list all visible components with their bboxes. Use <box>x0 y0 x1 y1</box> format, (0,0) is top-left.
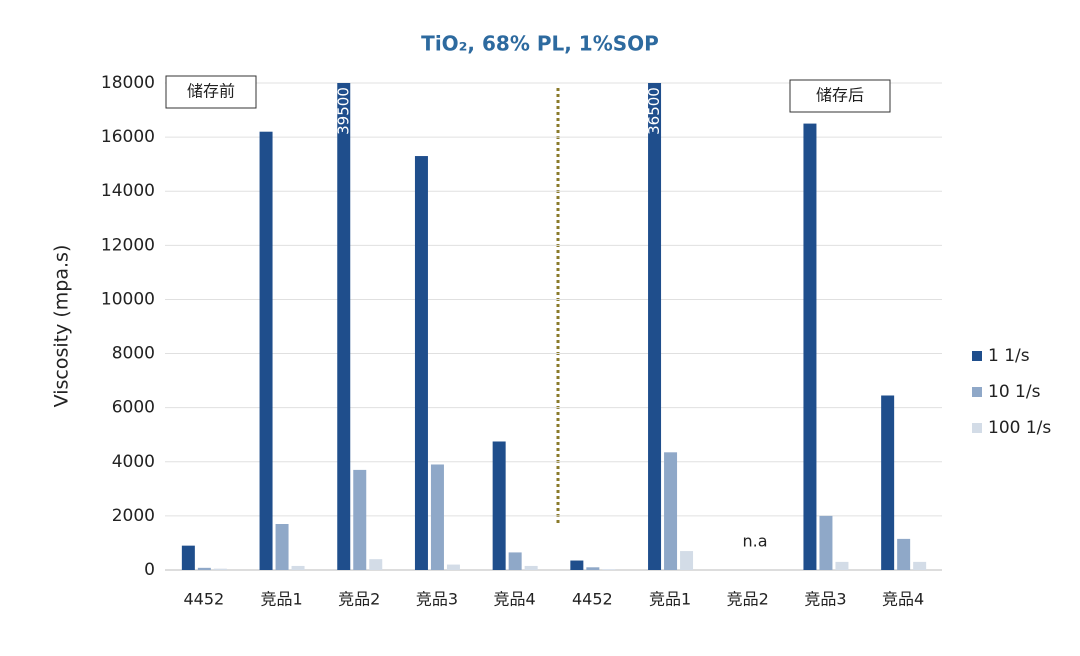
bar <box>369 559 383 570</box>
bar <box>680 551 694 570</box>
annotation-box <box>165 75 257 109</box>
bar <box>414 156 428 571</box>
bar <box>213 568 227 570</box>
bar <box>602 569 616 570</box>
bar <box>803 123 817 570</box>
y-tick-label: 2000 <box>112 506 155 526</box>
y-tick-label: 10000 <box>101 289 155 309</box>
annotation: n.a <box>742 532 767 551</box>
bar <box>353 469 367 570</box>
bar <box>508 552 522 570</box>
bars <box>181 83 927 571</box>
annotation: 储存前 <box>187 82 235 101</box>
x-tick-label: 4452 <box>572 590 613 609</box>
bar <box>586 567 600 570</box>
bar <box>430 464 444 570</box>
y-tick-label: 0 <box>144 560 155 580</box>
annotation: 储存后 <box>816 86 864 105</box>
annotation-box <box>789 79 891 113</box>
x-tick-label: 竞品3 <box>804 590 846 609</box>
bar <box>337 83 351 570</box>
bar <box>291 565 305 570</box>
bar <box>664 452 678 570</box>
x-tick-label: 竞品4 <box>882 590 924 609</box>
bar <box>181 545 195 570</box>
x-tick-label: 4452 <box>183 590 224 609</box>
value-label: 36500 <box>645 87 663 135</box>
y-tick-label: 8000 <box>112 344 155 364</box>
y-tick-label: 14000 <box>101 181 155 201</box>
bar <box>913 561 927 570</box>
bar <box>819 515 833 570</box>
bar <box>524 565 538 570</box>
bar <box>648 83 662 570</box>
value-label: 39500 <box>334 87 352 135</box>
legend-label: 10 1/s <box>988 382 1041 402</box>
legend-swatch <box>972 387 982 397</box>
y-tick-label: 6000 <box>112 398 155 418</box>
bar <box>492 441 506 570</box>
bar <box>446 564 460 570</box>
bar <box>259 131 273 570</box>
legend-swatch <box>972 351 982 361</box>
y-tick-label: 18000 <box>101 73 155 93</box>
x-tick-label: 竞品1 <box>260 590 302 609</box>
marks <box>165 82 942 571</box>
y-tick-label: 16000 <box>101 127 155 147</box>
bar <box>570 560 584 570</box>
y-axis-label: Viscosity (mpa.s) <box>51 245 73 408</box>
chart-title: TiO₂, 68% PL, 1%SOP <box>421 32 659 56</box>
bar <box>881 395 895 570</box>
x-tick-label: 竞品3 <box>416 590 458 609</box>
bar <box>197 567 211 570</box>
y-tick-label: 12000 <box>101 235 155 255</box>
x-tick-label: 竞品4 <box>494 590 536 609</box>
bar <box>275 524 289 570</box>
y-tick-label: 4000 <box>112 452 155 472</box>
legend-swatch <box>972 423 982 433</box>
x-tick-label: 竞品1 <box>649 590 691 609</box>
x-tick-label: 竞品2 <box>338 590 380 609</box>
legend-label: 1 1/s <box>988 346 1030 366</box>
legend-label: 100 1/s <box>988 418 1051 438</box>
bar <box>835 561 849 570</box>
bar <box>897 538 911 570</box>
x-tick-label: 竞品2 <box>727 590 769 609</box>
